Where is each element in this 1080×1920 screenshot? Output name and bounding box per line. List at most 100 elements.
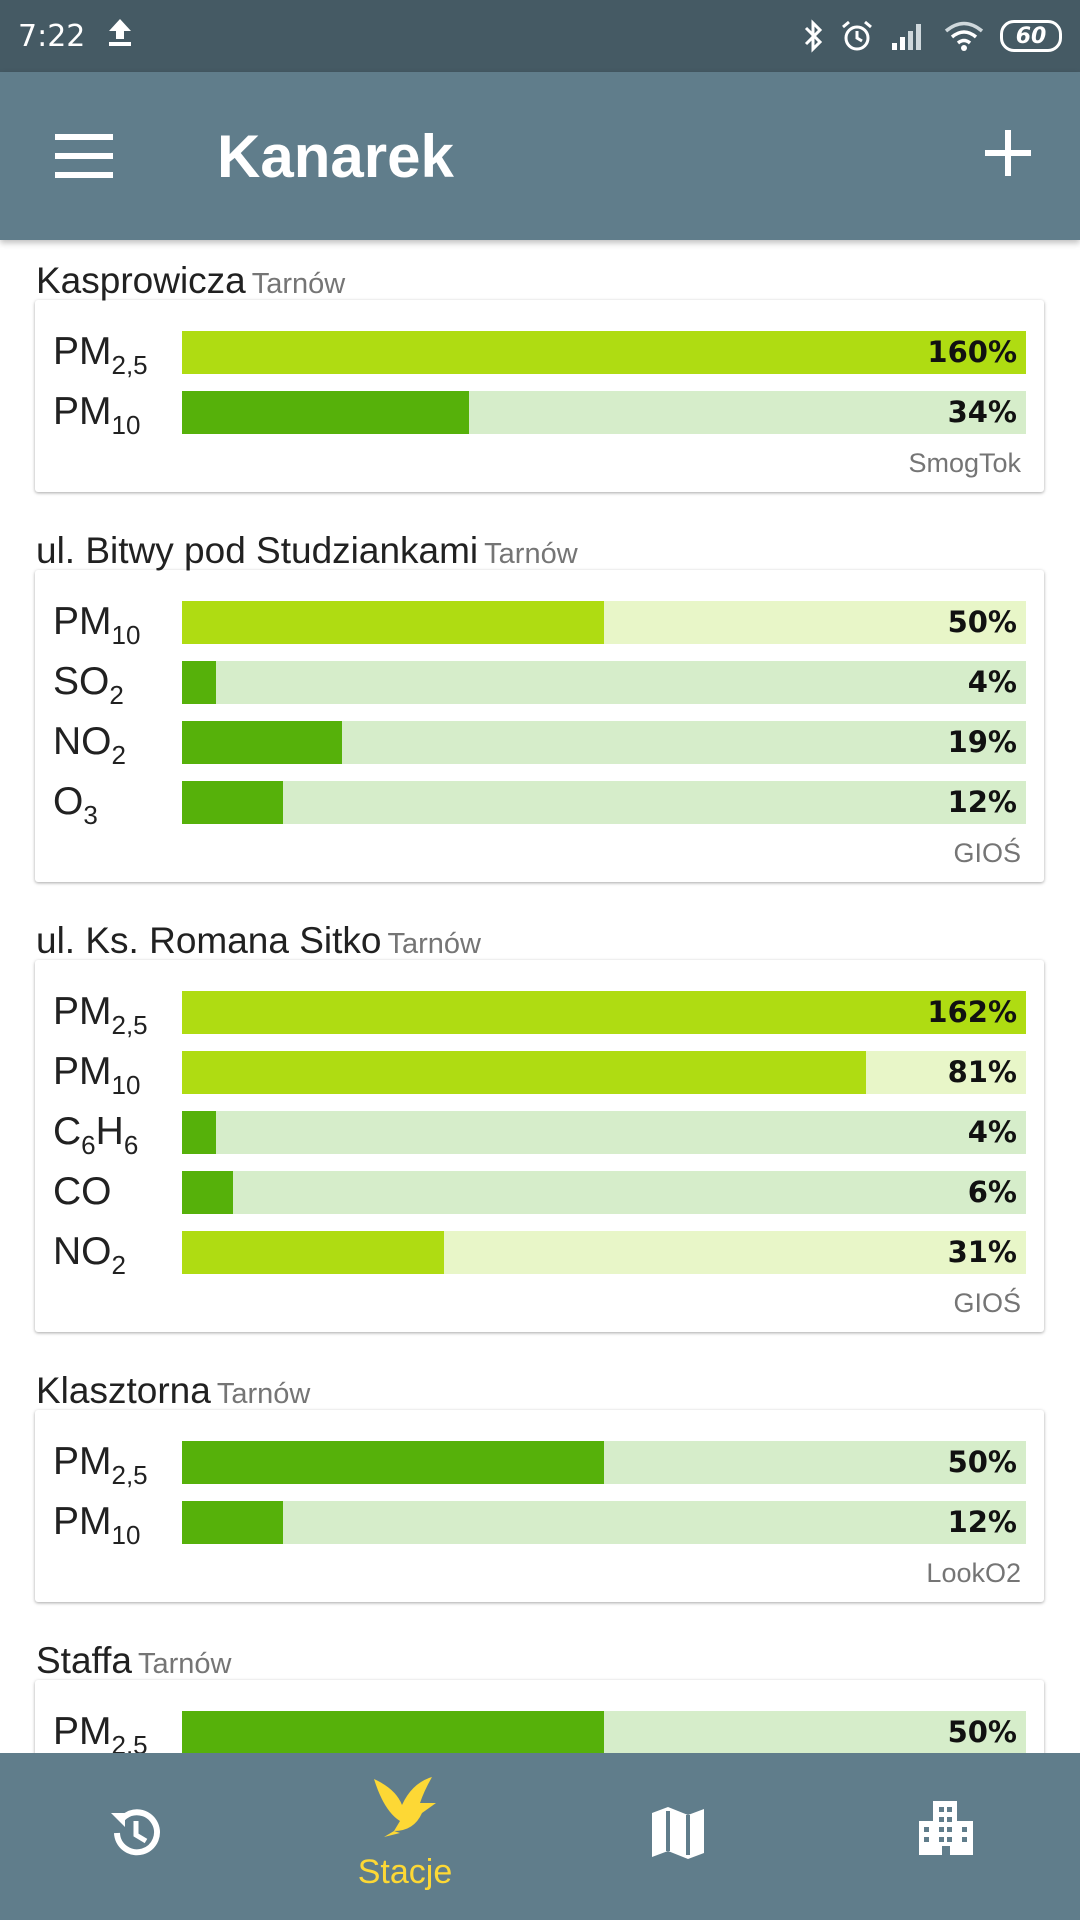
reading-row: CO 6%	[53, 1162, 1027, 1222]
history-icon	[111, 1809, 160, 1856]
level-bar-track: 50%	[182, 1710, 1026, 1753]
level-bar-fill	[182, 1110, 216, 1154]
pollutant-name: PM	[53, 1710, 112, 1753]
hamburger-menu-icon[interactable]	[55, 134, 113, 178]
pollutant-name: CO	[53, 1170, 112, 1213]
level-bar-track: 160%	[182, 330, 1026, 374]
level-percent: 12%	[947, 1504, 1017, 1539]
pollutant-subscript: 2,5	[111, 350, 148, 380]
station-header: Staffa Tarnów	[0, 1620, 1080, 1681]
pollutant-label: NO2	[53, 720, 182, 768]
level-bar-track: 34%	[182, 390, 1026, 434]
level-percent: 34%	[947, 394, 1017, 429]
level-bar-fill	[182, 780, 284, 824]
pollutant-name: PM	[53, 600, 112, 643]
level-bar-fill	[182, 1440, 604, 1484]
station-card[interactable]: PM2,5 160% PM10 34% SmogTok	[35, 300, 1044, 492]
data-source: LookO2	[926, 1558, 1021, 1588]
level-percent: 4%	[967, 1114, 1017, 1149]
station-item[interactable]: ul. Bitwy pod Studziankami Tarnów PM10 50% S…	[0, 510, 1080, 900]
level-bar-fill	[182, 990, 1026, 1034]
pollutant-name: NO	[53, 720, 112, 763]
nav-history[interactable]	[0, 1753, 270, 1920]
map-icon	[652, 1807, 704, 1859]
station-item[interactable]: Staffa Tarnów PM2,5 50%	[0, 1620, 1080, 1753]
level-bar-fill	[182, 1230, 444, 1274]
level-bar-fill	[182, 1710, 604, 1753]
level-bar-fill	[182, 390, 469, 434]
pollutant-name: PM	[53, 1050, 112, 1093]
reading-row: O3 12%	[53, 772, 1027, 832]
station-card[interactable]: PM2,5 162% PM10 81% C6H6 4% CO 6% NO2 31% GIOŚ	[35, 960, 1044, 1332]
pollutant-subscript: 2,5	[111, 1010, 148, 1040]
station-item[interactable]: Klasztorna Tarnów PM2,5 50% PM10 12% LookO2	[0, 1350, 1080, 1620]
reading-row: PM10 50%	[53, 592, 1027, 652]
data-source: GIOŚ	[953, 1288, 1021, 1318]
level-percent: 12%	[947, 784, 1017, 819]
station-city: Tarnów	[251, 268, 346, 300]
level-percent: 81%	[947, 1054, 1017, 1089]
pollutant-label: CO	[53, 1170, 182, 1214]
pollutant-label: C6H6	[53, 1110, 139, 1160]
reading-row: SO2 4%	[53, 652, 1027, 712]
station-card[interactable]: PM10 50% SO2 4% NO2 19% O3 12% GIOŚ	[35, 570, 1044, 882]
pollutant-label: NO2	[53, 1230, 182, 1278]
pollutant-subscript: 2	[109, 680, 124, 710]
pollutant-subscript: 2	[111, 1250, 126, 1280]
station-header: Klasztorna Tarnów	[0, 1350, 1080, 1411]
station-card[interactable]: PM2,5 50%	[35, 1680, 1044, 1753]
plus-icon[interactable]	[985, 130, 1031, 176]
station-header: ul. Ks. Romana Sitko Tarnów	[0, 900, 1080, 961]
level-bar-track: 19%	[182, 720, 1026, 764]
reading-row: PM10 34%	[53, 382, 1027, 442]
data-source: SmogTok	[908, 448, 1021, 478]
station-list[interactable]: Kasprowicza Tarnów PM2,5 160% PM10 34% SmogTok…	[0, 240, 1080, 1753]
pollutant-name: PM	[53, 390, 112, 433]
pollutant-name: SO	[53, 660, 110, 703]
bottom-navigation: Stacje	[0, 1753, 1080, 1920]
pollutant-label: PM2,5	[53, 1440, 182, 1488]
pollutant-name: PM	[53, 1500, 112, 1543]
station-card[interactable]: PM2,5 50% PM10 12% LookO2	[35, 1410, 1044, 1602]
pollutant-name: PM	[53, 330, 112, 373]
pollutant-label: SO2	[53, 660, 182, 708]
level-percent: 50%	[947, 604, 1017, 639]
nav-stations[interactable]: Stacje	[270, 1753, 540, 1920]
pollutant-subscript: 3	[83, 800, 98, 830]
nav-city[interactable]	[810, 1753, 1080, 1920]
pollutant-label: PM2,5	[53, 990, 182, 1038]
data-source: GIOŚ	[953, 838, 1021, 868]
level-bar-track: 50%	[182, 1440, 1026, 1484]
level-bar-track: 4%	[182, 1110, 1026, 1154]
station-city: Tarnów	[387, 928, 481, 960]
nav-map[interactable]	[540, 1753, 810, 1920]
pollutant-name: NO	[53, 1230, 112, 1273]
station-name: Klasztorna	[36, 1370, 211, 1411]
pollutant-subscript: 10	[111, 410, 141, 440]
reading-row: PM10 81%	[53, 1042, 1027, 1102]
level-percent: 6%	[967, 1174, 1017, 1209]
reading-row: PM2,5 50%	[53, 1432, 1027, 1492]
level-percent: 19%	[947, 724, 1017, 759]
signal-icon	[890, 21, 928, 51]
battery-icon: 60	[1000, 20, 1062, 52]
level-bar-track: 50%	[182, 600, 1026, 644]
pollutant-name: O	[53, 780, 84, 823]
city-buildings-icon	[919, 1801, 973, 1855]
alarm-icon	[840, 19, 874, 53]
nav-stations-label: Stacje	[357, 1853, 453, 1891]
reading-row: NO2 19%	[53, 712, 1027, 772]
upload-icon	[107, 17, 133, 55]
level-percent: 50%	[947, 1444, 1017, 1479]
station-item[interactable]: Kasprowicza Tarnów PM2,5 160% PM10 34% SmogTok	[0, 240, 1080, 510]
level-bar-fill	[182, 1170, 233, 1214]
level-percent: 4%	[967, 664, 1017, 699]
canary-bird-icon	[374, 1777, 436, 1837]
reading-row: PM10 12%	[53, 1492, 1027, 1552]
station-header: Kasprowicza Tarnów	[0, 240, 1080, 301]
level-bar-fill	[182, 600, 604, 644]
station-item[interactable]: ul. Ks. Romana Sitko Tarnów PM2,5 162% PM10 8…	[0, 900, 1080, 1350]
level-bar-track: 81%	[182, 1050, 1026, 1094]
status-time: 7:22	[18, 18, 86, 54]
station-city: Tarnów	[484, 538, 578, 570]
